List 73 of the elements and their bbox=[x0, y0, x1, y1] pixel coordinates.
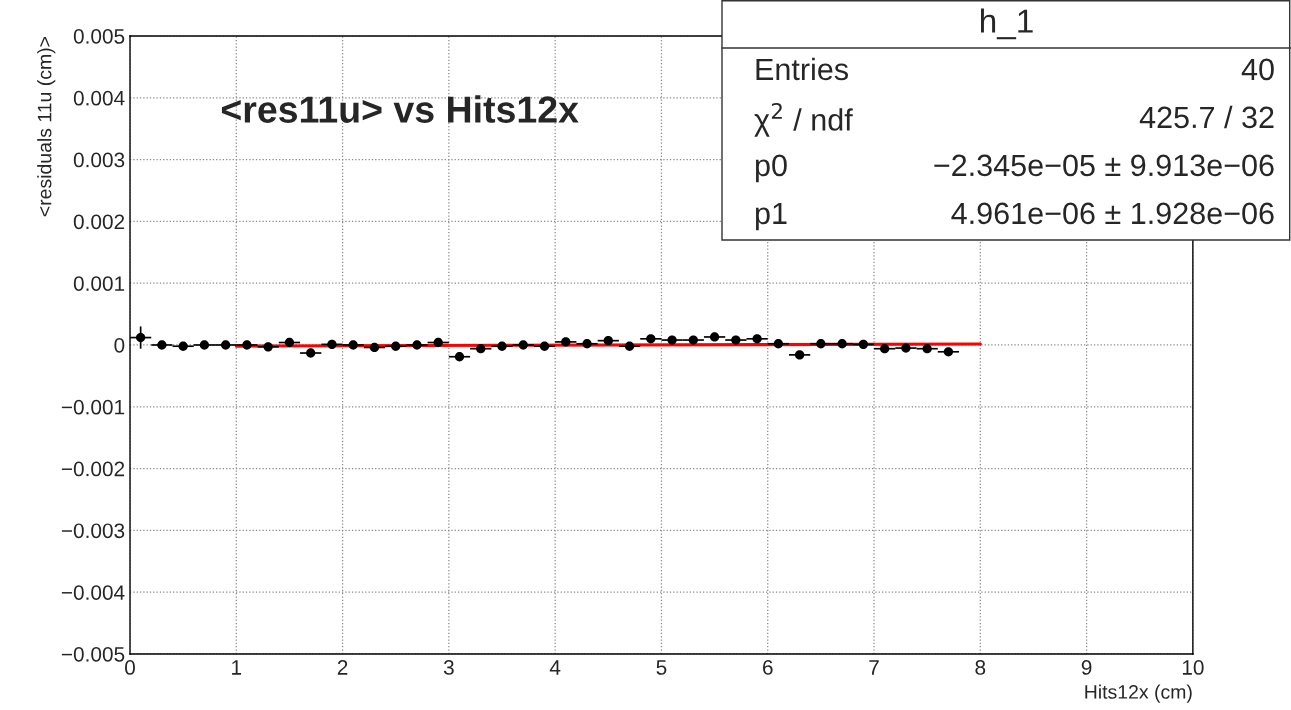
point bbox=[561, 337, 571, 347]
point bbox=[752, 334, 762, 344]
point bbox=[263, 342, 273, 352]
point bbox=[688, 335, 698, 345]
x-tick-label: 7 bbox=[869, 660, 879, 675]
annotation: p0 bbox=[755, 154, 787, 183]
y-tick-label: −0.002 bbox=[61, 461, 125, 477]
point bbox=[518, 340, 528, 350]
y-tick-label: 0 bbox=[114, 337, 125, 353]
annotation: 425.7 / 32 bbox=[1139, 105, 1274, 129]
y-tick-label: 0.001 bbox=[73, 276, 125, 291]
annotation: Entries bbox=[756, 57, 848, 81]
point bbox=[731, 335, 741, 345]
point bbox=[497, 341, 507, 351]
y-tick-label: 0.002 bbox=[73, 214, 125, 230]
point bbox=[178, 341, 188, 351]
x-axis-title: Hits12x (cm) bbox=[1085, 684, 1192, 703]
point bbox=[391, 341, 401, 351]
point bbox=[816, 339, 826, 349]
point bbox=[284, 337, 295, 348]
point bbox=[922, 344, 932, 354]
y-tick-label: 0.005 bbox=[73, 29, 125, 44]
x-tick-label: 2 bbox=[337, 660, 348, 675]
point bbox=[327, 339, 337, 350]
point bbox=[157, 340, 167, 350]
point bbox=[879, 344, 890, 354]
y-tick-label: −0.001 bbox=[61, 399, 125, 415]
point bbox=[603, 336, 613, 346]
annotation: χ$^{2}$ / ndf bbox=[754, 102, 853, 137]
annotation: p1 bbox=[755, 202, 787, 231]
point bbox=[539, 341, 550, 351]
annotation: −2.345e−05 ± 9.913e−06 bbox=[934, 154, 1274, 177]
point bbox=[709, 332, 720, 342]
point bbox=[667, 335, 677, 345]
point bbox=[837, 339, 847, 349]
x-tick-label: 3 bbox=[443, 660, 454, 675]
y-tick-label: −0.003 bbox=[61, 523, 125, 539]
x-tick-label: 8 bbox=[975, 660, 986, 675]
point bbox=[582, 339, 592, 349]
point bbox=[624, 341, 635, 351]
y-tick-label: 0.004 bbox=[73, 90, 125, 106]
x-tick-label: 4 bbox=[549, 660, 561, 675]
text: <res11u> vs Hits12x bbox=[221, 95, 579, 123]
point bbox=[773, 339, 784, 349]
x-tick-label: 9 bbox=[1081, 660, 1092, 675]
point bbox=[433, 337, 443, 348]
point bbox=[348, 340, 358, 350]
point bbox=[135, 332, 146, 343]
y-axis-title: <residuals 11u (cm)> bbox=[37, 36, 56, 217]
point bbox=[199, 340, 210, 350]
x-tick-label: 6 bbox=[763, 660, 773, 675]
annotation: 4.961e−06 ± 1.928e−06 bbox=[951, 202, 1274, 225]
x-tick-label: 5 bbox=[656, 660, 667, 675]
point bbox=[454, 352, 465, 362]
y-tick-label: 0.003 bbox=[73, 152, 125, 168]
point bbox=[221, 340, 231, 350]
point bbox=[794, 350, 805, 360]
point bbox=[306, 348, 316, 358]
y-tick-label: −0.004 bbox=[61, 585, 125, 600]
y-tick-label: −0.005 bbox=[61, 646, 125, 662]
point bbox=[242, 340, 252, 350]
point bbox=[412, 340, 422, 350]
point bbox=[646, 334, 656, 344]
x-tick-label: 0 bbox=[125, 660, 135, 675]
point bbox=[369, 342, 380, 353]
point bbox=[858, 339, 869, 350]
text: 40 bbox=[1241, 58, 1274, 81]
point bbox=[901, 343, 911, 353]
point bbox=[943, 347, 954, 357]
point bbox=[476, 344, 486, 354]
x-tick-label: 1 bbox=[232, 660, 242, 675]
x-tick-label: 10 bbox=[1182, 660, 1204, 675]
annotation: h_1 bbox=[981, 8, 1033, 40]
